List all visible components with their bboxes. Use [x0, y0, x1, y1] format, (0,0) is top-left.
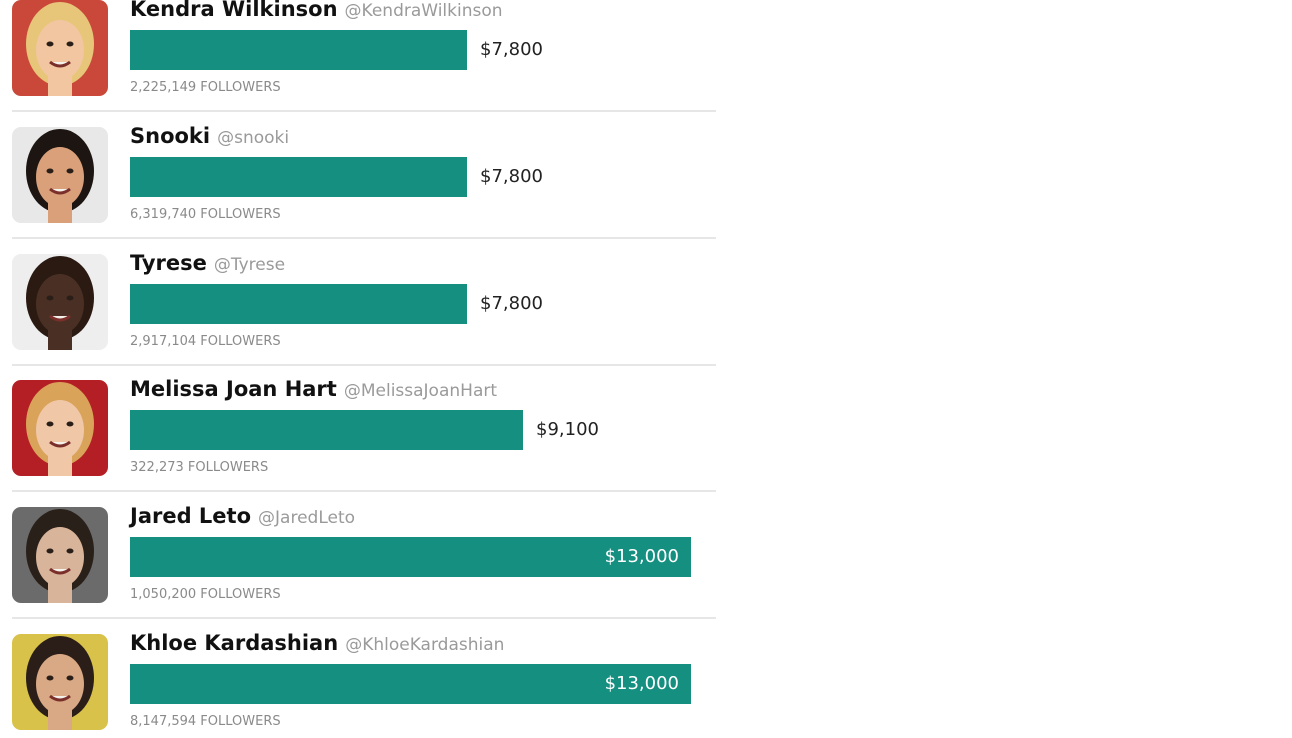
name-line: Jared Leto @JaredLeto [130, 506, 355, 527]
follower-count: 1,050,200 FOLLOWERS [130, 587, 281, 603]
name-line: Tyrese @Tyrese [130, 250, 286, 275]
follower-count: 322,273 FOLLOWERS [130, 460, 269, 476]
person-name: Jared Leto [130, 504, 252, 529]
chart-row: Tyrese @Tyrese $7,800 2,917,104 FOLLOWERS [0, 174, 716, 366]
twitter-handle: @Tyrese [213, 254, 286, 275]
bar [130, 156, 467, 197]
bar [130, 30, 467, 70]
twitter-handle: @MelissaJoanHart [343, 381, 498, 402]
row-divider [12, 617, 716, 620]
avatar-photo-icon [12, 634, 108, 730]
data-label: $7,800 [480, 39, 543, 60]
chart-row: Melissa Joan Hart @MelissaJoanHart $9,100 3… [0, 300, 716, 493]
twitter-handle: @JaredLeto [258, 508, 356, 529]
person-name: Kendra Wilkinson [130, 0, 338, 21]
follower-count: 2,225,149 FOLLOWERS [130, 80, 281, 95]
name-line: Kendra Wilkinson @KendraWilkinson [130, 0, 503, 20]
follower-count: 8,147,594 FOLLOWERS [130, 714, 281, 729]
data-label: $7,800 [480, 165, 543, 187]
name-line: Khloe Kardashian @KhloeKardashian [130, 633, 504, 654]
person-name: Melissa Joan Hart [130, 377, 337, 402]
bar [130, 537, 691, 578]
row-divider [12, 490, 716, 493]
data-label: $13,000 [604, 673, 679, 694]
row-divider [12, 363, 716, 366]
avatar-photo-icon [12, 0, 108, 96]
person-name: Tyrese [130, 250, 207, 275]
data-label: $13,000 [604, 546, 679, 568]
avatar-photo-icon [12, 507, 108, 604]
bar [130, 664, 691, 704]
twitter-handle: @snooki [217, 127, 290, 148]
row-divider [12, 236, 716, 239]
bar [130, 410, 523, 451]
bar [130, 283, 467, 324]
person-name: Snooki [130, 123, 211, 148]
follower-count: 2,917,104 FOLLOWERS [130, 333, 281, 349]
row-divider [12, 110, 716, 112]
avatar-photo-icon [12, 380, 108, 477]
chart-row: Kendra Wilkinson @KendraWilkinson $7,800 2,… [0, 0, 716, 112]
chart-row: Khloe Kardashian @KhloeKardashian $13,000 8… [0, 554, 716, 730]
data-label: $9,100 [536, 419, 599, 441]
person-name: Khloe Kardashian [130, 631, 339, 655]
twitter-handle: @KhloeKardashian [345, 635, 505, 655]
name-line: Snooki @snooki [130, 123, 290, 148]
name-line: Melissa Joan Hart @MelissaJoanHart [130, 379, 497, 400]
chart-row: Snooki @snooki $7,800 6,319,740 FOLLOWERS [0, 47, 716, 239]
avatar-photo-icon [12, 126, 108, 223]
follower-count: 6,319,740 FOLLOWERS [130, 206, 281, 222]
data-label: $7,800 [480, 292, 543, 314]
twitter-handle: @KendraWilkinson [344, 1, 503, 21]
chart-row: Jared Leto @JaredLeto $13,000 1,050,200 FOL… [0, 427, 716, 620]
avatar-photo-icon [12, 253, 108, 350]
